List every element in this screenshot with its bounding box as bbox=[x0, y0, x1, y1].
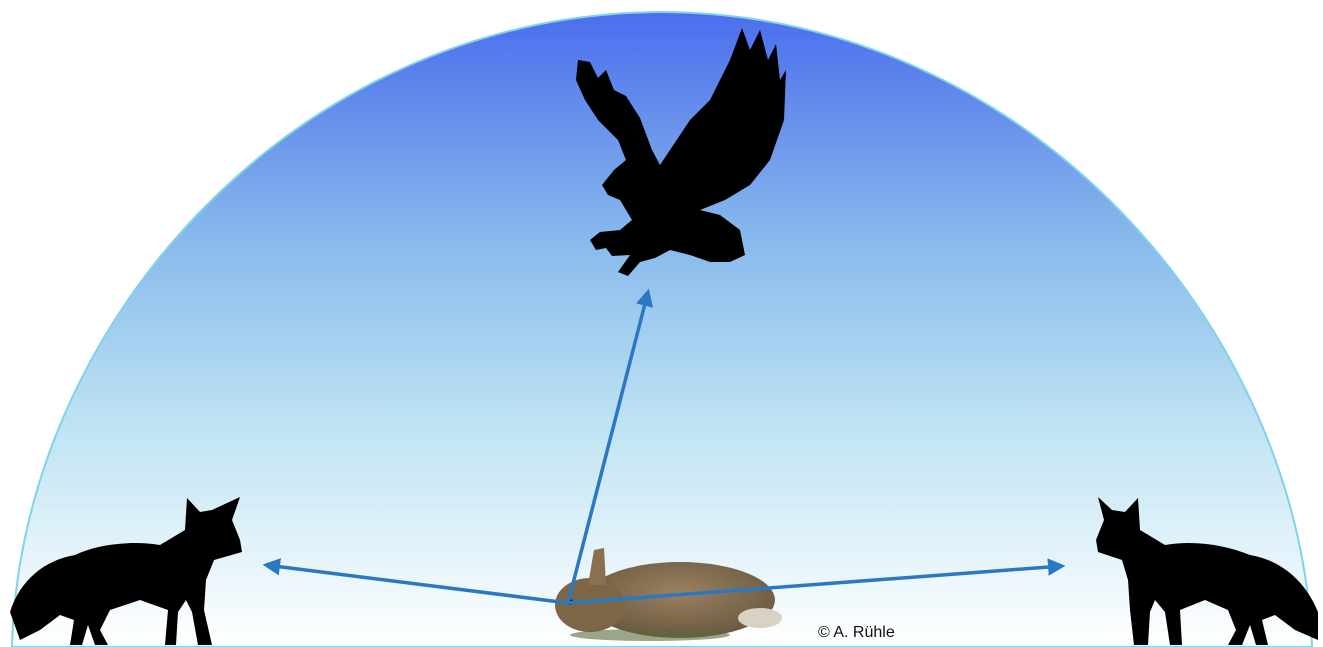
credit: © A. Rühle bbox=[818, 624, 895, 641]
illustration: © A. Rühle bbox=[0, 0, 1323, 647]
page: © A. Rühle (() => { const data = JSON.pa… bbox=[0, 0, 1323, 647]
